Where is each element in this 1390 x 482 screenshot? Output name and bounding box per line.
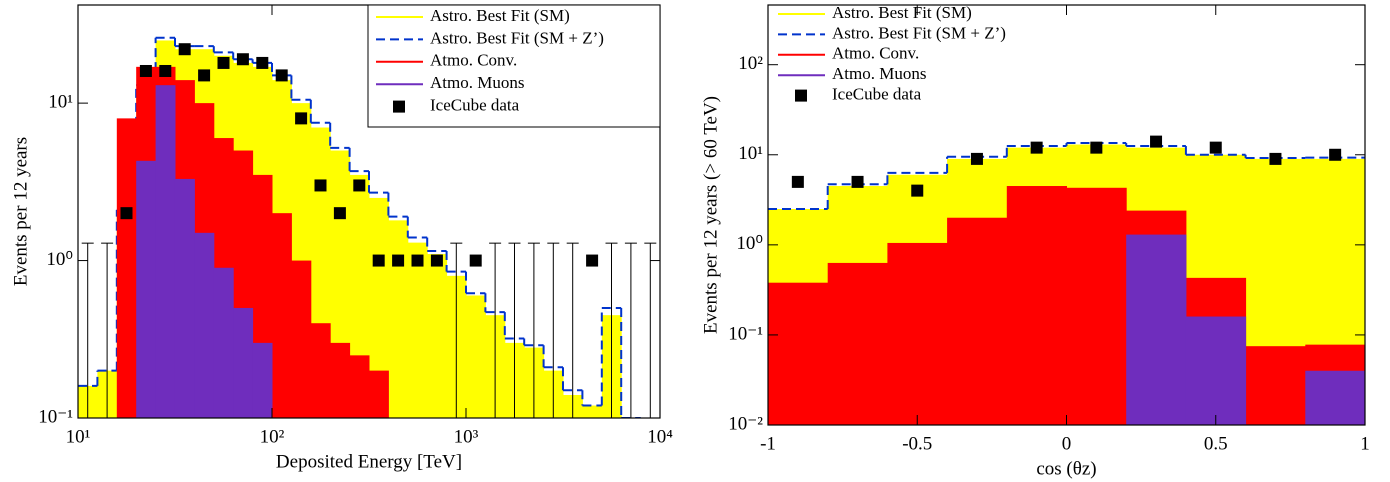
- bar: [1066, 187, 1127, 425]
- x-tick-label: 10²: [260, 426, 285, 447]
- bar: [887, 242, 948, 425]
- data-point: [314, 179, 327, 192]
- x-tick-label: 10³: [454, 426, 479, 447]
- legend-label: IceCube data: [430, 96, 520, 115]
- bar: [368, 370, 389, 418]
- bar: [1126, 234, 1187, 425]
- bar: [116, 118, 137, 418]
- legend-label: Atmo. Muons: [430, 73, 524, 92]
- x-tick-label: -0.5: [902, 433, 932, 454]
- data-point: [120, 207, 133, 220]
- bar: [1006, 186, 1067, 425]
- bar: [194, 232, 215, 418]
- data-point: [1269, 152, 1282, 165]
- bar: [582, 405, 603, 418]
- x-tick-label: 10⁴: [647, 426, 673, 447]
- bar: [768, 282, 829, 425]
- data-point: [139, 64, 152, 77]
- data-point: [372, 254, 385, 267]
- bar: [291, 260, 312, 418]
- x-tick-label: 0: [1062, 433, 1072, 454]
- data-point: [236, 53, 249, 66]
- legend-label: Astro. Best Fit (SM): [430, 6, 570, 25]
- legend-label: IceCube data: [832, 85, 922, 104]
- plot-area: [78, 36, 657, 418]
- data-point: [198, 69, 211, 82]
- y-tick-label: 10⁻²: [728, 413, 763, 434]
- legend-label: Astro. Best Fit (SM + Z’): [430, 28, 604, 47]
- bar: [427, 254, 448, 418]
- data-point: [851, 175, 864, 188]
- bar: [136, 160, 157, 418]
- bar: [155, 85, 176, 418]
- bar: [466, 295, 486, 418]
- bar: [233, 307, 254, 418]
- y-tick-label: 10¹: [738, 143, 763, 164]
- data-point: [791, 175, 804, 188]
- data-point: [333, 207, 346, 220]
- bar: [252, 342, 273, 418]
- y-tick-label: 10²: [738, 53, 763, 74]
- y-tick-label: 10⁻¹: [728, 323, 763, 344]
- bar: [827, 262, 888, 425]
- y-tick-label: 10⁰: [46, 249, 73, 270]
- bar: [1185, 316, 1247, 425]
- data-point: [1329, 148, 1342, 161]
- legend-label: Astro. Best Fit (SM + Z’): [832, 23, 1006, 42]
- data-point: [1090, 141, 1103, 154]
- x-tick-label: 1: [1360, 433, 1370, 454]
- data-point: [178, 43, 191, 56]
- data-point: [275, 69, 288, 82]
- y-tick-label: 10¹: [48, 91, 73, 112]
- data-point: [411, 254, 424, 267]
- data-point: [217, 56, 230, 69]
- bar: [174, 178, 195, 418]
- legend-swatch: [393, 100, 405, 113]
- y-tick-label: 10⁻¹: [38, 406, 73, 427]
- data-point: [392, 254, 405, 267]
- data-point: [353, 179, 366, 192]
- bar: [1305, 370, 1365, 425]
- data-point: [430, 254, 443, 267]
- y-axis-label: Events per 12 years: [10, 137, 31, 286]
- bar: [388, 220, 409, 418]
- legend-swatch: [795, 89, 807, 102]
- data-point: [1150, 135, 1163, 148]
- x-tick-label: -1: [760, 433, 776, 454]
- bar: [947, 217, 1008, 425]
- bar: [368, 197, 389, 418]
- data-point: [159, 64, 172, 77]
- legend-label: Atmo. Muons: [832, 64, 926, 83]
- legend-label: Atmo. Conv.: [430, 51, 517, 70]
- legend-label: Astro. Best Fit (SM): [832, 3, 972, 22]
- plot-area: [768, 135, 1365, 425]
- data-point: [586, 254, 599, 267]
- data-point: [469, 254, 482, 267]
- x-axis-label: cos (θz): [1036, 458, 1096, 479]
- data-point: [295, 112, 308, 125]
- y-tick-label: 10⁰: [736, 233, 763, 254]
- x-tick-label: 0.5: [1204, 433, 1228, 454]
- bar: [349, 355, 370, 418]
- bar: [330, 342, 351, 418]
- data-point: [1209, 141, 1222, 154]
- bar: [213, 267, 234, 418]
- bar: [310, 323, 331, 418]
- x-tick-label: 10¹: [66, 426, 91, 447]
- legend-label: Atmo. Conv.: [832, 44, 919, 63]
- bar: [272, 213, 292, 418]
- data-point: [970, 152, 983, 165]
- data-point: [1030, 141, 1043, 154]
- data-point: [256, 56, 269, 69]
- data-point: [911, 184, 924, 197]
- bar: [1245, 346, 1306, 425]
- x-axis-label: Deposited Energy [TeV]: [276, 451, 462, 472]
- y-axis-label: Events per 12 years (> 60 TeV): [700, 96, 721, 334]
- legend-frame: [367, 4, 661, 128]
- bar: [407, 242, 428, 418]
